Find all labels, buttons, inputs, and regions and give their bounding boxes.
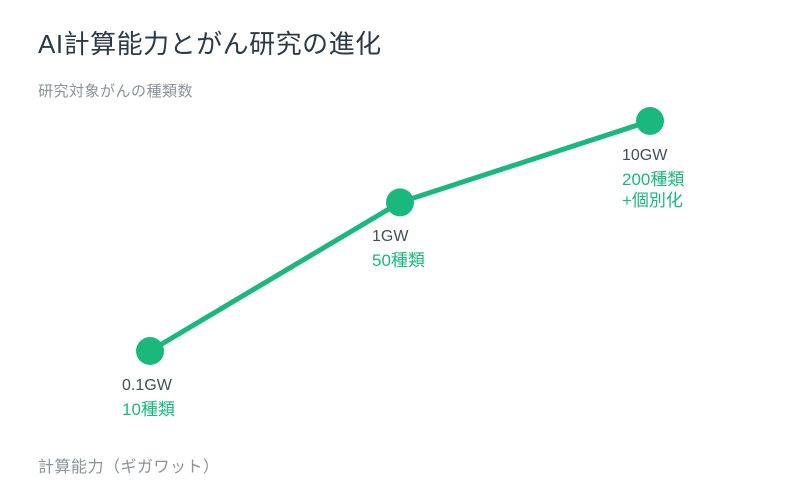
point-value-label: 200種類 +個別化: [622, 170, 685, 210]
data-point-0.1GW: [136, 337, 164, 365]
point-x-label: 0.1GW: [122, 377, 172, 394]
point-x-label: 10GW: [622, 147, 668, 164]
point-x-label: 1GW: [372, 228, 409, 246]
data-point-1GW: [386, 188, 414, 217]
point-label-0.1GW: 0.1GW 10種類: [122, 375, 175, 420]
x-axis-label: 計算能力（ギガワット）: [38, 459, 220, 476]
data-point-10GW: [636, 107, 664, 135]
chart-subtitle: 研究対象がんの種類数: [38, 83, 194, 100]
point-value-label: 10種類: [122, 400, 175, 419]
point-label-10GW: 10GW 200種類 +個別化: [622, 145, 684, 211]
chart-title: AI計算能力とがん研究の進化: [38, 29, 382, 59]
point-value-label: 50種類: [372, 251, 425, 271]
point-label-1GW: 1GW 50種類: [372, 226, 425, 271]
